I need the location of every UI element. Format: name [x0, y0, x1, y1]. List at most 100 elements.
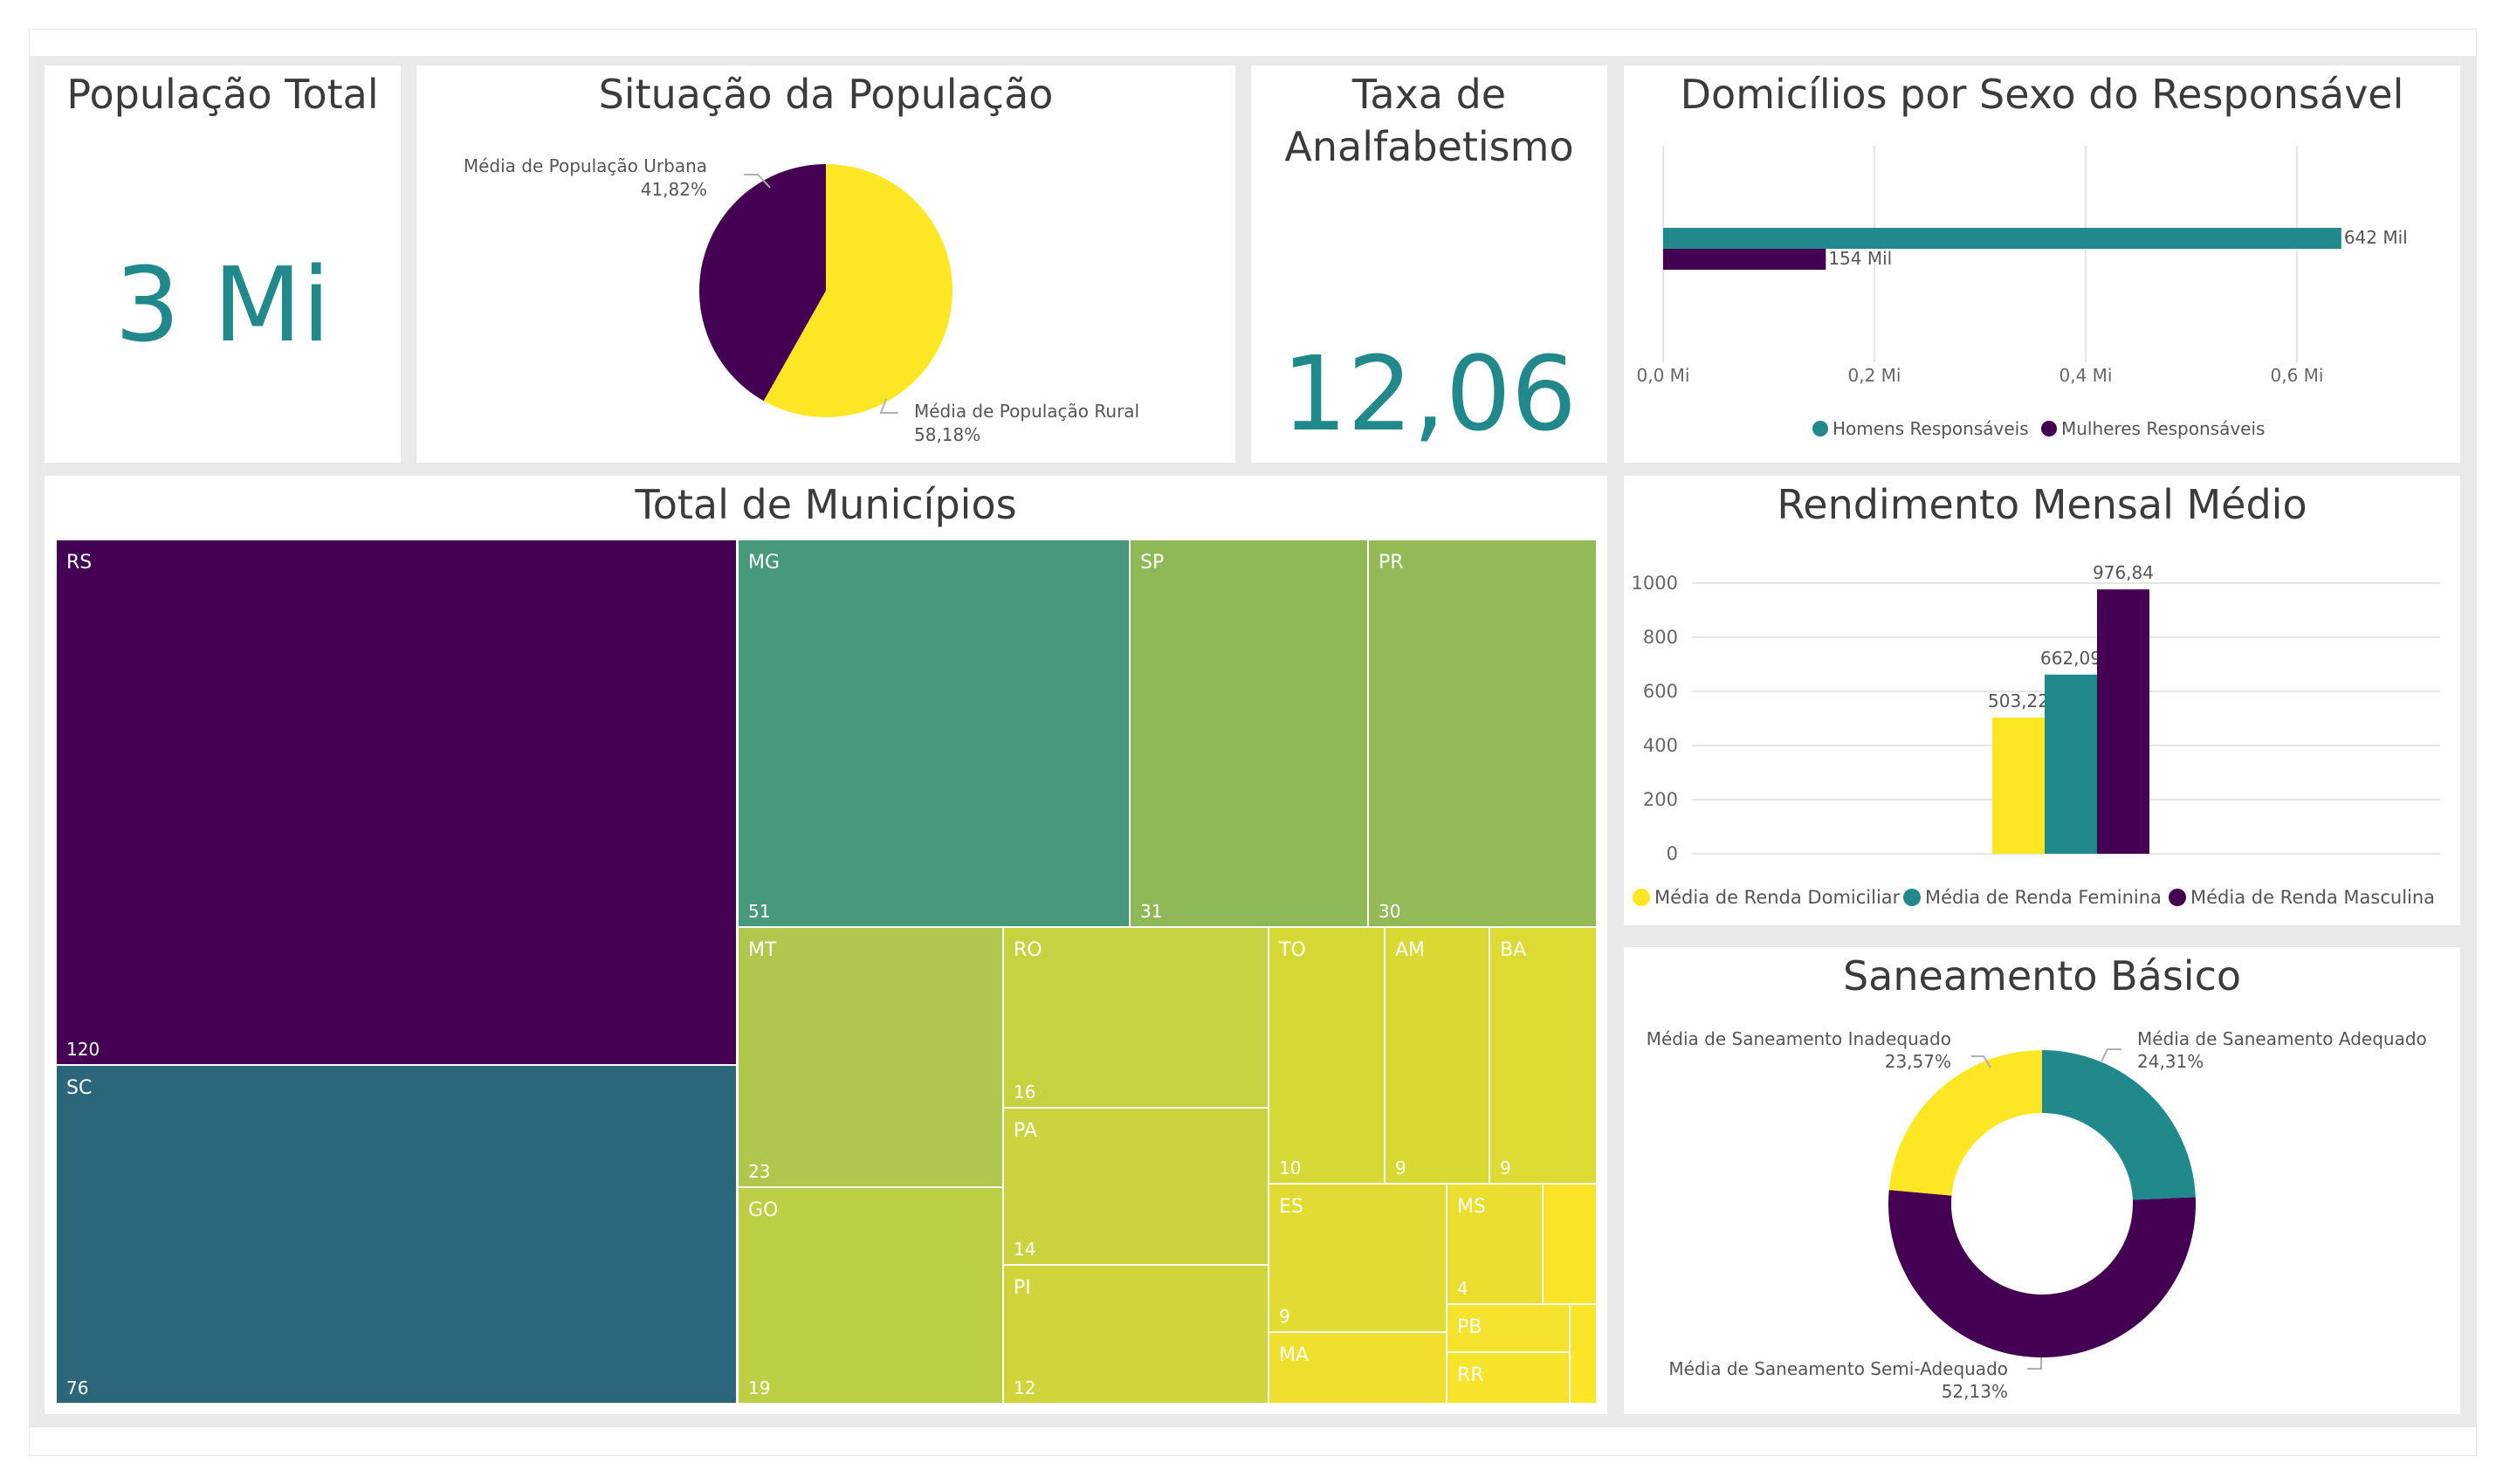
donut-leader-semi	[2027, 1357, 2042, 1370]
vb-y-tick-label: 600	[1643, 681, 1678, 702]
treemap-cell-label: SP	[1140, 552, 1164, 574]
donut-label-semi-value: 52,13%	[1942, 1381, 2008, 1402]
treemap-cell-label: RS	[66, 552, 92, 574]
vb-data-label: 503,22	[1988, 690, 2049, 711]
hb-data-label: 642 Mil	[2344, 227, 2408, 248]
hb-x-tick-label: 0,2 Mi	[1848, 365, 1901, 386]
treemap-cell-label: PA	[1014, 1120, 1037, 1142]
kpi-illiteracy-title-line2: Analfabetismo	[1284, 123, 1574, 170]
income-column-card[interactable]: Rendimento Mensal Médio 0 200 400 600 800 100…	[1624, 476, 2460, 925]
treemap-cell-es	[1269, 1185, 1446, 1331]
pie-label-urban-value: 41,82%	[641, 179, 707, 200]
treemap-cell-ma	[1269, 1333, 1446, 1403]
page-top-bar	[29, 29, 2477, 58]
treemap-cell-label: AM	[1395, 939, 1425, 961]
hb-legend-label: Mulheres Responsáveis	[2061, 418, 2265, 439]
treemap-cell-label: MS	[1457, 1196, 1486, 1218]
donut-slice-0	[2042, 1050, 2196, 1200]
donut-slice-2	[1888, 1050, 2042, 1196]
treemap-cell-value: 9	[1395, 1158, 1406, 1178]
hb-legend-marker	[2041, 421, 2057, 436]
treemap-cell-value: 14	[1014, 1239, 1035, 1260]
treemap-cell-label: ES	[1279, 1196, 1303, 1218]
treemap-cell-value: 9	[1279, 1306, 1290, 1327]
donut-leader-adequado	[2101, 1048, 2121, 1062]
treemap-cell-label: MA	[1279, 1344, 1309, 1366]
vb-data-label: 662,09	[2040, 648, 2101, 669]
treemap-cell-label: SC	[66, 1077, 92, 1099]
treemap-cell-value: 10	[1279, 1158, 1301, 1178]
treemap-cell-pr	[1369, 540, 1596, 926]
kpi-illiteracy-card[interactable]: Taxa de Analfabetismo 12,06	[1251, 65, 1607, 463]
pie-slice-urban	[699, 163, 826, 402]
vb-y-tick-label: 800	[1643, 627, 1678, 648]
treemap-cell-ba	[1490, 928, 1596, 1183]
hb-bar	[1663, 228, 2341, 249]
hb-legend-marker	[1812, 421, 1828, 436]
treemap-cell-value: 30	[1379, 901, 1400, 922]
treemap-cell-label: TO	[1278, 939, 1306, 961]
kpi-population-title: População Total	[66, 71, 379, 118]
treemap-cell-label: RO	[1014, 939, 1042, 961]
treemap-cell-sp	[1131, 540, 1367, 926]
donut-label-adequado-value: 24,31%	[2137, 1051, 2204, 1072]
households-bar-card[interactable]: Domicílios por Sexo do Responsável 0,0 M…	[1624, 65, 2460, 463]
treemap-cell-pi	[1004, 1266, 1268, 1403]
vb-legend-label: Média de Renda Domiciliar	[1654, 887, 1901, 908]
pie-label-rural-value: 58,18%	[914, 424, 980, 445]
treemap-cell-label: RR	[1457, 1364, 1484, 1386]
treemap-cell-unlabeled-18	[1544, 1185, 1596, 1303]
treemap-plot: RS 120 SC 76 MG 51 SP 31 PR 30 MT 23 GO 19 RO 16 PA 14 PI 1…	[57, 540, 1596, 1403]
pie-situation-card[interactable]: Situação da População Média de População…	[416, 65, 1235, 463]
pie-label-urban-name: Média de População Urbana	[464, 155, 707, 176]
pie-situation-plot: Média de População Urbana 41,82% Média de …	[464, 155, 1139, 445]
hb-legend-label: Homens Responsáveis	[1833, 418, 2029, 439]
pie-slice-rural	[763, 164, 952, 417]
vb-legend-label: Média de Renda Feminina	[1925, 887, 2162, 908]
pie-situation-title: Situação da População	[598, 71, 1054, 118]
treemap-card[interactable]: Total de Municípios RS 120 SC 76 MG 51 SP 31 PR 3…	[45, 476, 1607, 1414]
treemap-cell-pb	[1447, 1305, 1569, 1351]
treemap-title: Total de Municípios	[635, 481, 1017, 528]
treemap-cell-mg	[739, 540, 1129, 926]
treemap-cell-ro	[1004, 928, 1268, 1107]
vb-data-label: 976,84	[2093, 562, 2154, 583]
donut-label-adequado-name: Média de Saneamento Adequado	[2137, 1028, 2427, 1049]
treemap-cell-pa	[1004, 1109, 1268, 1264]
hb-x-tick-label: 0,4 Mi	[2059, 365, 2113, 386]
treemap-cell-label: MG	[748, 552, 780, 574]
vb-legend-label: Média de Renda Masculina	[2190, 887, 2435, 908]
treemap-cell-value: 9	[1500, 1158, 1511, 1178]
kpi-illiteracy-title-line1: Taxa de	[1351, 71, 1507, 118]
income-column-plot: 0 200 400 600 800 1000 503,22 662,09 976,84 Méd…	[1632, 562, 2440, 908]
treemap-cell-value: 12	[1014, 1378, 1035, 1398]
vb-y-tick-label: 1000	[1632, 573, 1678, 594]
kpi-population-value: 3 Mi	[114, 244, 331, 365]
sanitation-donut-card[interactable]: Saneamento Básico Média de Saneamento Ad…	[1624, 947, 2460, 1414]
treemap-cell-value: 76	[66, 1378, 88, 1398]
pie-label-rural-name: Média de População Rural	[914, 401, 1139, 422]
page-bottom-bar	[29, 1426, 2477, 1456]
treemap-cell-value: 4	[1457, 1278, 1468, 1299]
donut-slice-1	[1888, 1190, 2196, 1357]
households-bar-title: Domicílios por Sexo do Responsável	[1680, 71, 2404, 118]
pie-leader-rural	[879, 398, 898, 414]
treemap-cell-value: 23	[748, 1161, 770, 1182]
income-column-title: Rendimento Mensal Médio	[1777, 481, 2307, 528]
treemap-cell-rs	[57, 540, 736, 1064]
kpi-population-card[interactable]: População Total 3 Mi	[45, 65, 401, 463]
kpi-illiteracy-value: 12,06	[1282, 333, 1577, 454]
vb-y-tick-label: 200	[1643, 789, 1678, 810]
vb-legend-marker	[1633, 889, 1650, 906]
vb-bar	[2045, 674, 2097, 854]
donut-leader-inadequado	[1971, 1055, 1991, 1068]
treemap-cell-value: 51	[748, 901, 770, 922]
treemap-cell-label: PR	[1379, 552, 1404, 574]
treemap-cell-go	[739, 1188, 1002, 1403]
donut-label-semi-name: Média de Saneamento Semi-Adequado	[1668, 1358, 2008, 1379]
treemap-cell-mt	[739, 928, 1002, 1186]
hb-bar	[1663, 249, 1826, 270]
treemap-cell-sc	[57, 1066, 736, 1403]
treemap-cell-value: 120	[66, 1039, 100, 1060]
